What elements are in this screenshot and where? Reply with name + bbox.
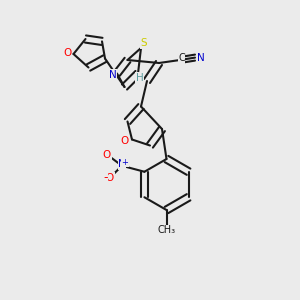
Text: S: S xyxy=(141,38,147,49)
Text: O: O xyxy=(120,136,129,146)
Text: -: - xyxy=(103,171,108,184)
Text: N: N xyxy=(196,52,204,63)
Text: CH₃: CH₃ xyxy=(158,225,175,235)
Text: O: O xyxy=(106,173,114,183)
Text: C: C xyxy=(178,53,185,64)
Text: O: O xyxy=(63,47,72,58)
Text: +: + xyxy=(122,158,128,167)
Text: H: H xyxy=(136,73,143,83)
Text: N: N xyxy=(109,70,116,80)
Text: O: O xyxy=(103,150,111,160)
Text: N: N xyxy=(118,159,126,169)
